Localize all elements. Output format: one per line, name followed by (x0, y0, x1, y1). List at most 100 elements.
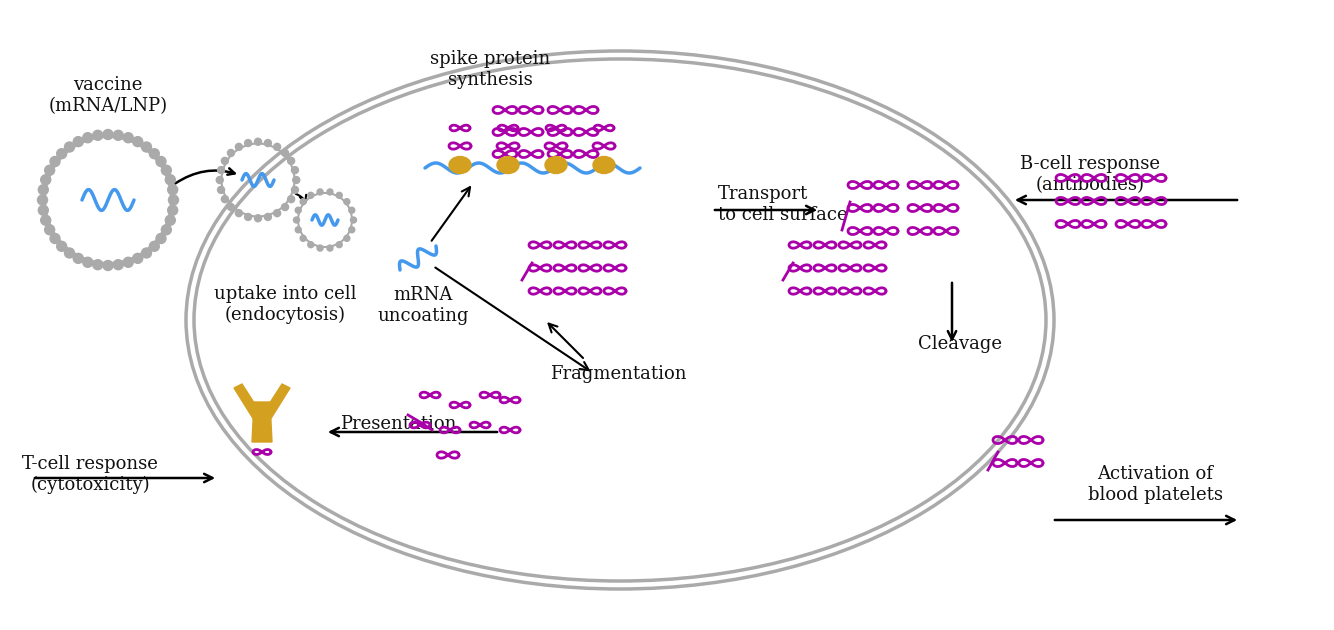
Circle shape (64, 142, 75, 152)
Polygon shape (264, 384, 289, 420)
Circle shape (156, 156, 165, 166)
Circle shape (336, 242, 343, 248)
Circle shape (133, 137, 143, 147)
Circle shape (288, 196, 295, 203)
Ellipse shape (498, 156, 519, 173)
Circle shape (168, 185, 177, 195)
Circle shape (73, 137, 83, 147)
Text: uptake into cell
(endocytosis): uptake into cell (endocytosis) (213, 285, 356, 324)
Circle shape (221, 158, 228, 164)
Circle shape (264, 214, 271, 220)
Circle shape (348, 227, 355, 232)
Circle shape (64, 248, 75, 258)
Circle shape (149, 241, 159, 251)
Circle shape (255, 138, 261, 146)
Circle shape (348, 207, 355, 213)
Ellipse shape (450, 156, 471, 173)
Circle shape (141, 248, 152, 258)
Circle shape (165, 215, 175, 226)
Circle shape (123, 257, 133, 267)
Circle shape (156, 234, 165, 244)
Circle shape (93, 130, 103, 140)
Circle shape (235, 144, 243, 151)
Circle shape (295, 207, 301, 213)
Circle shape (327, 245, 334, 251)
Circle shape (216, 176, 223, 183)
Circle shape (300, 198, 307, 205)
Circle shape (228, 203, 235, 210)
Circle shape (300, 236, 307, 241)
Circle shape (103, 130, 113, 139)
Text: Fragmentation: Fragmentation (550, 365, 686, 383)
Circle shape (344, 198, 350, 205)
Circle shape (168, 205, 177, 215)
Circle shape (273, 144, 280, 151)
Text: T-cell response
(cytotoxicity): T-cell response (cytotoxicity) (23, 455, 157, 494)
Circle shape (308, 242, 313, 248)
Circle shape (351, 217, 356, 223)
Ellipse shape (546, 156, 567, 173)
Text: Activation of
blood platelets: Activation of blood platelets (1087, 465, 1222, 504)
Circle shape (281, 149, 288, 156)
Circle shape (317, 245, 323, 251)
Circle shape (344, 236, 350, 241)
Circle shape (295, 227, 301, 232)
Circle shape (141, 142, 152, 152)
Text: B-cell response
(antibodies): B-cell response (antibodies) (1021, 155, 1161, 194)
Text: Transport
to cell surface: Transport to cell surface (718, 185, 847, 224)
Circle shape (217, 166, 224, 174)
Circle shape (133, 253, 143, 263)
Circle shape (56, 241, 67, 251)
Text: Cleavage: Cleavage (918, 335, 1002, 353)
Text: vaccine
(mRNA/LNP): vaccine (mRNA/LNP) (48, 76, 168, 115)
Circle shape (37, 195, 48, 205)
Circle shape (56, 149, 67, 159)
Circle shape (292, 176, 300, 183)
Circle shape (113, 130, 123, 140)
Circle shape (44, 225, 55, 235)
Circle shape (291, 186, 299, 193)
Circle shape (264, 140, 271, 147)
Circle shape (44, 165, 55, 175)
Circle shape (168, 195, 179, 205)
Circle shape (288, 158, 295, 164)
Circle shape (255, 215, 261, 222)
Circle shape (123, 133, 133, 143)
Circle shape (165, 175, 175, 185)
Text: mRNA
uncoating: mRNA uncoating (378, 286, 468, 325)
Circle shape (39, 185, 48, 195)
Circle shape (83, 257, 93, 267)
Circle shape (317, 189, 323, 195)
Circle shape (161, 225, 171, 235)
Circle shape (281, 203, 288, 210)
Text: Presentation: Presentation (340, 415, 456, 433)
Circle shape (39, 205, 48, 215)
Text: spike protein
synthesis: spike protein synthesis (430, 50, 550, 89)
Circle shape (228, 149, 235, 156)
Circle shape (244, 214, 252, 220)
Circle shape (327, 189, 334, 195)
Circle shape (244, 140, 252, 147)
Circle shape (149, 149, 159, 159)
Circle shape (49, 234, 60, 244)
Circle shape (291, 166, 299, 174)
Circle shape (83, 133, 93, 143)
Circle shape (73, 253, 83, 263)
Circle shape (336, 192, 343, 198)
Circle shape (273, 210, 280, 217)
Circle shape (41, 175, 51, 185)
Circle shape (235, 210, 243, 217)
Circle shape (49, 156, 60, 166)
Circle shape (217, 186, 224, 193)
Circle shape (221, 196, 228, 203)
Circle shape (113, 260, 123, 270)
Circle shape (103, 260, 113, 270)
Circle shape (41, 215, 51, 226)
Circle shape (308, 192, 313, 198)
Circle shape (293, 217, 300, 223)
Polygon shape (252, 402, 272, 442)
Ellipse shape (594, 156, 615, 173)
Circle shape (93, 260, 103, 270)
Circle shape (161, 165, 171, 175)
Polygon shape (233, 384, 260, 420)
